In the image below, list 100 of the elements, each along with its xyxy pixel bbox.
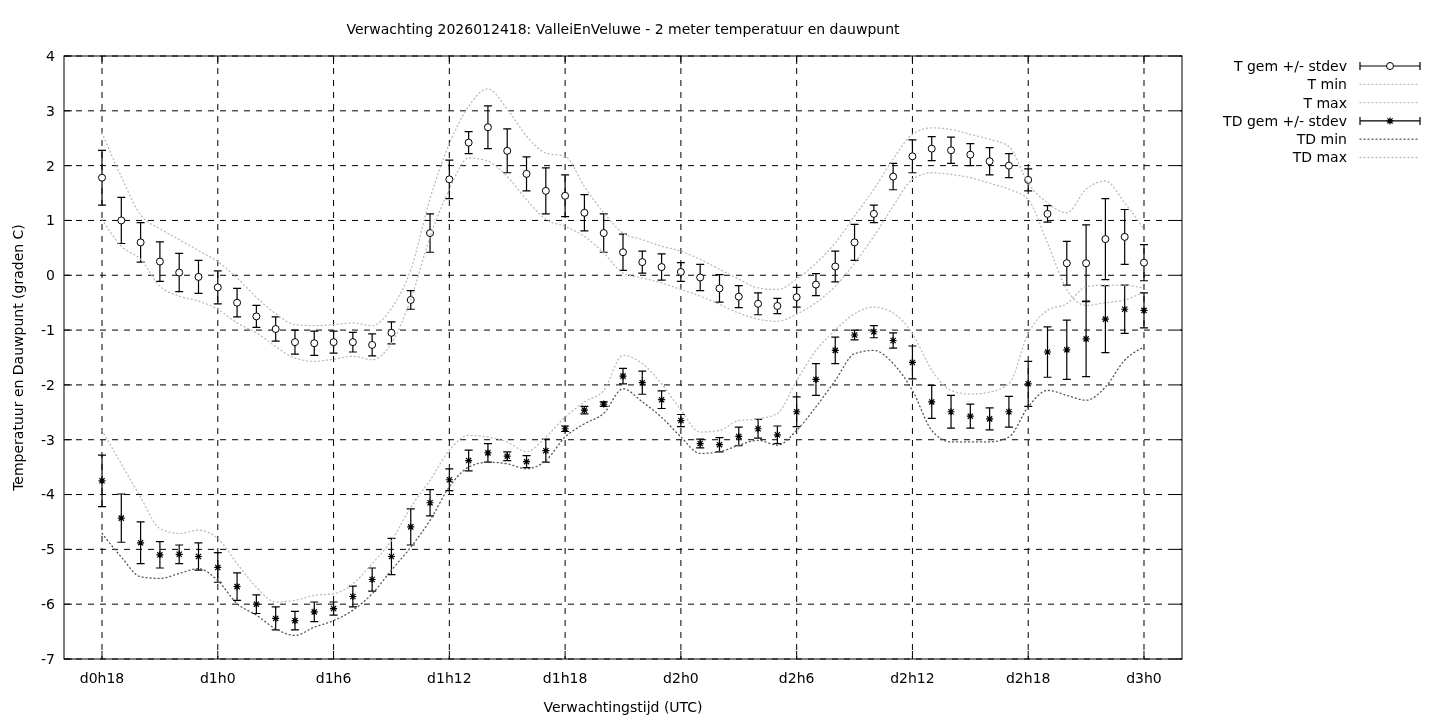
point [792,293,801,302]
point [310,607,319,616]
point [464,138,473,147]
point [329,338,338,347]
legend-label: T min [1306,76,1347,93]
point [1004,407,1014,416]
point [754,299,763,308]
point [1062,259,1071,268]
point [869,209,878,218]
point [483,448,493,457]
y-tick-label: -1 [41,321,55,338]
point [348,338,357,347]
point [117,514,126,523]
point [618,372,628,381]
point [252,312,261,321]
point [927,144,936,153]
x-tick-label: d1h18 [542,670,588,686]
point [908,358,917,367]
point [638,378,647,387]
x-tick-label: d0h18 [79,670,125,686]
point [1139,306,1149,315]
y-tick-label: 4 [46,47,56,64]
point [503,146,512,155]
point [387,328,396,337]
y-tick-label: 1 [46,212,55,229]
point [252,600,261,609]
point [271,325,280,333]
point [406,522,415,531]
point [368,575,377,584]
legend-label: TD gem +/- stdev [1222,112,1347,129]
point [696,273,705,282]
point [483,123,492,132]
point [889,336,898,345]
point [657,263,666,272]
point [541,186,550,195]
point [889,172,898,181]
point [1101,235,1110,244]
point [1082,259,1091,268]
point [175,268,184,277]
point [1062,345,1071,354]
point [734,292,743,301]
point [619,248,627,257]
point [831,262,840,271]
y-tick-label: 2 [46,157,55,174]
point [1139,258,1148,267]
point [213,283,222,292]
point [715,284,724,293]
point [966,150,975,159]
point [927,397,936,406]
point [98,173,107,182]
point [715,440,724,449]
point [773,301,782,310]
y-tick-label: -3 [41,431,55,448]
point [1120,305,1129,314]
point [232,582,242,591]
point [194,552,203,561]
point [657,395,666,404]
point [580,208,589,217]
point [155,257,164,266]
y-tick-label: -4 [41,486,56,503]
point [348,592,357,601]
x-axis-title: Verwachtingstijd (UTC) [543,699,703,715]
point [1004,161,1013,170]
point [136,238,145,247]
point [946,407,956,416]
point [561,191,570,200]
point [310,339,319,348]
point [194,272,203,281]
point [290,338,299,347]
x-tick-label: d2h18 [1005,670,1051,686]
point [387,552,396,561]
point [792,407,801,416]
point [753,424,763,433]
point [676,267,685,276]
line-series [101,88,1145,327]
point [445,175,454,184]
point [117,216,126,225]
point [1082,334,1091,343]
point [155,550,164,559]
point [908,152,917,161]
point [522,169,531,178]
point [831,346,840,355]
point [1024,379,1033,388]
point [638,258,647,267]
y-tick-label: -7 [41,650,55,667]
y-tick-label: -5 [41,541,55,558]
point [1043,347,1052,357]
point [985,414,994,423]
y-axis-title: Temperatuur en Dauwpunt (graden C) [10,224,26,492]
point [966,412,975,421]
point [175,550,184,559]
x-tick-label: d1h0 [200,670,236,686]
point [425,498,435,507]
point [233,298,242,307]
y-tick-label: -6 [41,596,56,613]
legend-label: T max [1302,94,1347,111]
point [599,229,608,238]
legend-label: TD min [1295,131,1347,148]
point [1043,209,1052,218]
point [985,157,994,166]
